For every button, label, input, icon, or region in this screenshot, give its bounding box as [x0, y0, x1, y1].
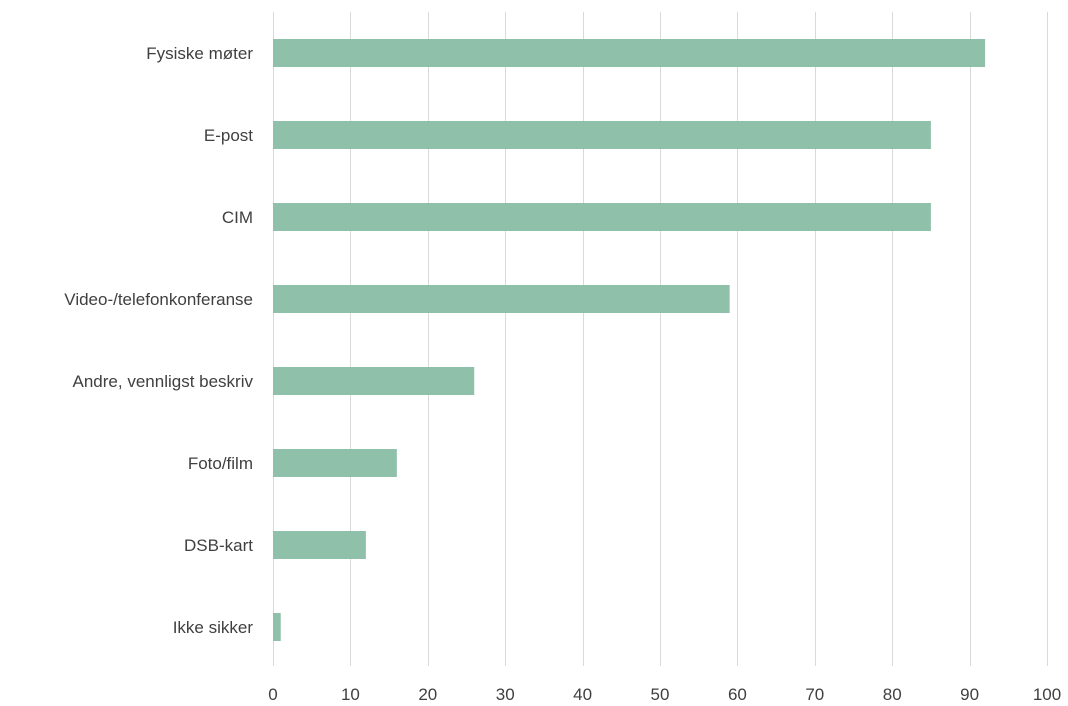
x-tick-labels: 0 10 20 30 40 50 60 70 80 90 100	[268, 685, 1061, 704]
category-label: E-post	[204, 126, 253, 145]
category-label: CIM	[222, 208, 253, 227]
category-label: Fysiske møter	[146, 44, 253, 63]
x-tick-label: 90	[960, 685, 979, 704]
category-label: Ikke sikker	[173, 618, 254, 637]
x-tick-label: 60	[728, 685, 747, 704]
bar	[273, 531, 366, 559]
x-tick-label: 20	[418, 685, 437, 704]
bar	[273, 613, 281, 641]
x-tick-label: 100	[1033, 685, 1061, 704]
x-tick-label: 70	[805, 685, 824, 704]
gridlines	[273, 12, 1048, 666]
bar	[273, 449, 397, 477]
bar	[273, 203, 931, 231]
category-label: Foto/film	[188, 454, 253, 473]
category-label: Andre, vennligst beskriv	[73, 372, 254, 391]
bars	[273, 39, 986, 641]
x-tick-label: 80	[883, 685, 902, 704]
x-tick-label: 0	[268, 685, 277, 704]
category-label: DSB-kart	[184, 536, 253, 555]
bar	[273, 285, 730, 313]
bar	[273, 367, 475, 395]
x-tick-label: 50	[651, 685, 670, 704]
x-tick-label: 40	[573, 685, 592, 704]
bar	[273, 39, 986, 67]
category-label: Video-/telefonkonferanse	[64, 290, 253, 309]
x-tick-label: 30	[496, 685, 515, 704]
category-labels: Fysiske møter E-post CIM Video-/telefonkonf…	[64, 44, 253, 637]
x-tick-label: 10	[341, 685, 360, 704]
bar	[273, 121, 931, 149]
